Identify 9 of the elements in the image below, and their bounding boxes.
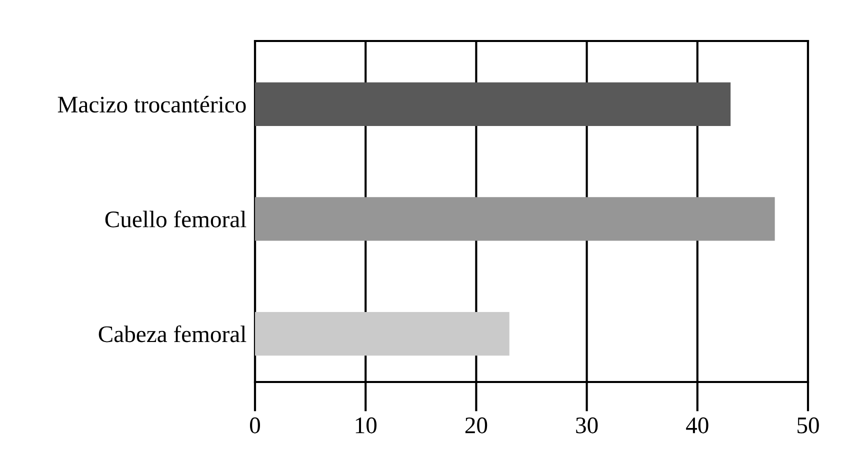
y-tick-label: Macizo trocantérico: [58, 96, 246, 113]
x-tick-label: 20: [465, 417, 488, 434]
y-tick-label: Cabeza femoral: [98, 325, 246, 342]
x-tick-label: 0: [250, 417, 260, 434]
x-tick-label: 10: [356, 417, 377, 434]
x-tick-label: 40: [686, 417, 708, 434]
y-tick-label: Cuello femoral: [105, 210, 246, 228]
x-tick-label: 50: [798, 417, 819, 434]
x-tick-label: 30: [576, 417, 598, 434]
